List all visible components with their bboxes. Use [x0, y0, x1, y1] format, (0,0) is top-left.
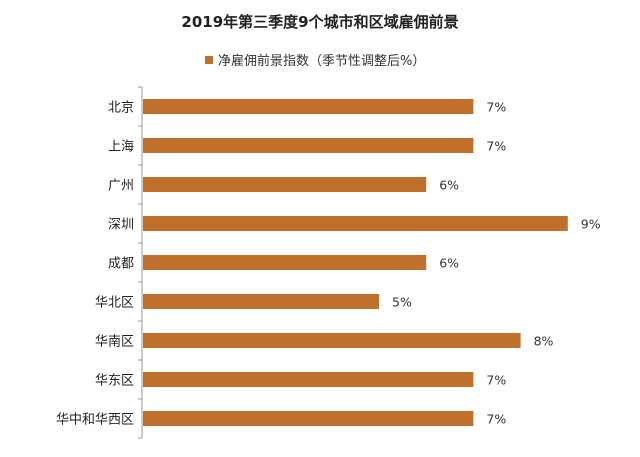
value-label: 8% — [534, 334, 554, 349]
value-label: 6% — [439, 178, 459, 193]
category-label: 广州 — [108, 179, 134, 194]
bar-5 — [143, 294, 379, 309]
value-label: 5% — [392, 295, 412, 310]
value-label: 7% — [486, 373, 506, 388]
bar-4 — [143, 255, 427, 270]
bar-1 — [143, 138, 474, 153]
category-label: 成都 — [108, 257, 134, 272]
legend-label: 净雇佣前景指数（季节性调整后%） — [218, 53, 425, 69]
bar-2 — [143, 177, 427, 192]
category-label: 上海 — [108, 140, 134, 155]
value-label: 7% — [486, 100, 506, 115]
category-label: 华中和华西区 — [56, 413, 134, 428]
bar-3 — [143, 216, 568, 231]
value-label: 6% — [439, 256, 459, 271]
chart-title: 2019年第三季度9个城市和区域雇佣前景 — [181, 13, 458, 31]
bar-8 — [143, 411, 474, 426]
category-label: 华南区 — [95, 334, 134, 350]
bar-7 — [143, 372, 474, 387]
legend-swatch — [205, 56, 213, 64]
category-label: 深圳 — [108, 218, 134, 233]
value-label: 9% — [581, 217, 601, 232]
bar-6 — [143, 333, 521, 348]
legend: 净雇佣前景指数（季节性调整后%） — [205, 53, 425, 69]
value-label: 7% — [486, 139, 506, 154]
category-label: 华北区 — [95, 296, 134, 311]
value-label: 7% — [486, 412, 506, 427]
category-label: 华东区 — [95, 374, 134, 389]
category-label: 北京 — [108, 101, 134, 116]
bar-0 — [143, 99, 474, 114]
